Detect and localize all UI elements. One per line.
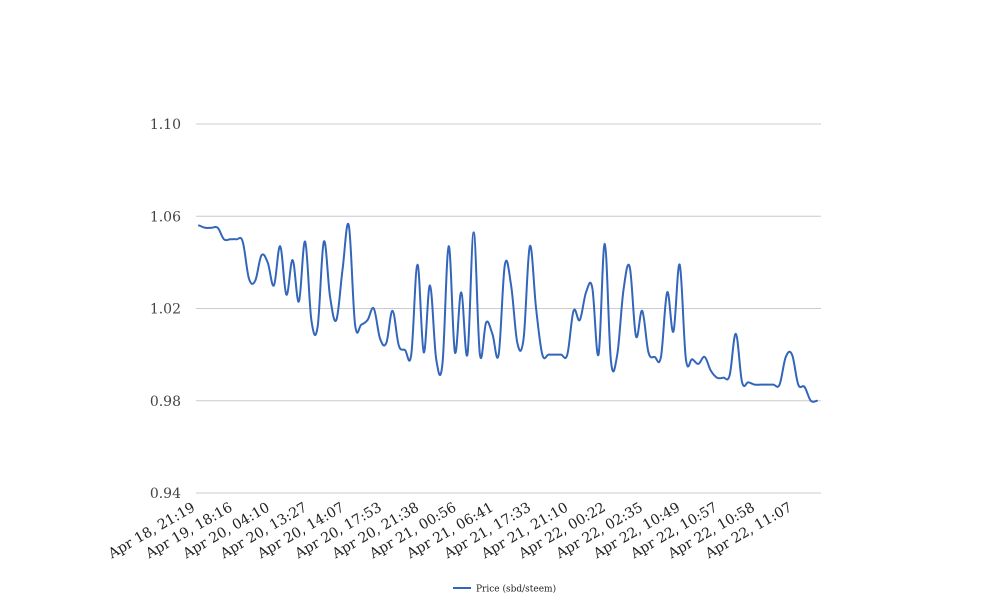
y-axis-ticks: 0.94 0.98 1.02 1.06 1.10 xyxy=(150,117,181,502)
y-tick-label: 0.94 xyxy=(150,486,181,502)
series-line xyxy=(198,222,818,403)
gridlines xyxy=(196,123,821,494)
y-tick-label: 1.02 xyxy=(150,302,181,318)
y-tick-label: 1.10 xyxy=(150,117,181,133)
legend-label: Price (sbd/steem) xyxy=(476,584,556,595)
legend: Price (sbd/steem) xyxy=(453,584,556,595)
y-tick-label: 0.98 xyxy=(150,394,181,410)
series-layer xyxy=(198,222,818,403)
y-tick-label: 1.06 xyxy=(150,209,181,225)
